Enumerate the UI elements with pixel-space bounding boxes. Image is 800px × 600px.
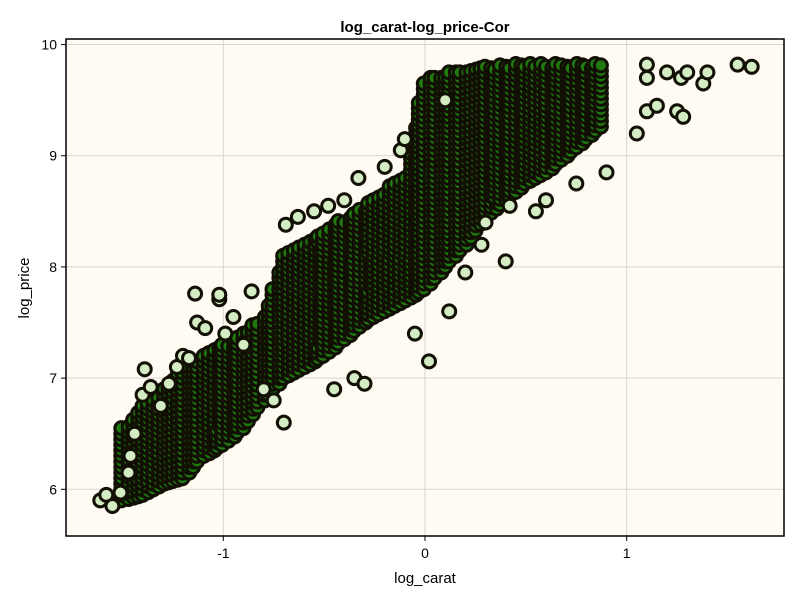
- data-point: [648, 97, 665, 114]
- data-point: [638, 56, 655, 73]
- data-point: [136, 361, 153, 378]
- y-axis-label: log_price: [16, 258, 33, 319]
- data-point: [598, 164, 615, 181]
- data-point: [376, 158, 393, 175]
- data-point: [457, 264, 474, 281]
- data-point: [568, 175, 585, 192]
- data-point: [441, 303, 458, 320]
- data-point: [497, 253, 514, 270]
- data-point: [289, 208, 306, 225]
- x-tick-label: 0: [421, 545, 429, 561]
- data-point: [320, 197, 337, 214]
- data-point: [729, 56, 746, 73]
- data-point: [477, 214, 494, 231]
- data-point: [142, 379, 159, 395]
- data-point: [122, 447, 139, 464]
- x-tick-label: 1: [623, 545, 631, 561]
- data-point: [243, 283, 260, 300]
- data-point: [126, 425, 143, 442]
- data-point: [187, 285, 204, 302]
- data-point: [225, 309, 242, 325]
- data-point: [152, 397, 169, 414]
- data-point: [160, 375, 177, 392]
- y-tick-label: 10: [41, 37, 57, 53]
- data-point: [197, 320, 214, 337]
- data-point: [265, 392, 282, 409]
- data-point: [211, 286, 228, 303]
- data-point: [473, 236, 490, 253]
- data-point: [255, 381, 272, 398]
- y-tick-label: 8: [49, 259, 57, 275]
- x-axis-ticks: -1 0 1: [217, 536, 631, 561]
- data-point: [112, 484, 129, 501]
- y-tick-label: 9: [49, 148, 57, 164]
- data-point: [181, 350, 197, 367]
- data-point: [217, 325, 234, 342]
- data-point: [277, 216, 294, 233]
- data-point: [356, 375, 373, 392]
- y-tick-label: 6: [49, 481, 57, 497]
- data-point: [350, 170, 367, 186]
- data-point: [527, 203, 544, 220]
- data-points: [92, 56, 760, 514]
- data-point: [638, 69, 655, 86]
- data-point: [659, 64, 675, 81]
- data-point: [679, 64, 696, 81]
- y-axis-ticks: 6 7 8 9 10: [41, 37, 66, 497]
- data-point: [275, 414, 292, 431]
- chart-title: log_carat-log_price-Cor: [340, 19, 509, 36]
- data-point: [326, 381, 343, 398]
- data-point: [120, 464, 137, 481]
- data-point: [743, 58, 760, 75]
- data-point: [336, 192, 353, 209]
- x-tick-label: -1: [217, 545, 230, 561]
- data-point: [406, 325, 423, 342]
- data-point: [104, 498, 121, 514]
- data-point: [628, 125, 645, 142]
- data-point: [421, 353, 437, 370]
- data-point: [699, 64, 716, 81]
- data-point: [235, 336, 252, 353]
- data-point: [675, 108, 692, 125]
- x-axis-label: log_carat: [394, 570, 457, 587]
- data-point: [538, 192, 554, 209]
- y-tick-label: 7: [49, 370, 57, 386]
- data-point: [437, 92, 454, 109]
- dense-cloud: [113, 56, 609, 509]
- data-point: [306, 203, 323, 220]
- data-point: [396, 131, 413, 148]
- dense-point: [592, 57, 609, 74]
- data-point: [501, 197, 518, 214]
